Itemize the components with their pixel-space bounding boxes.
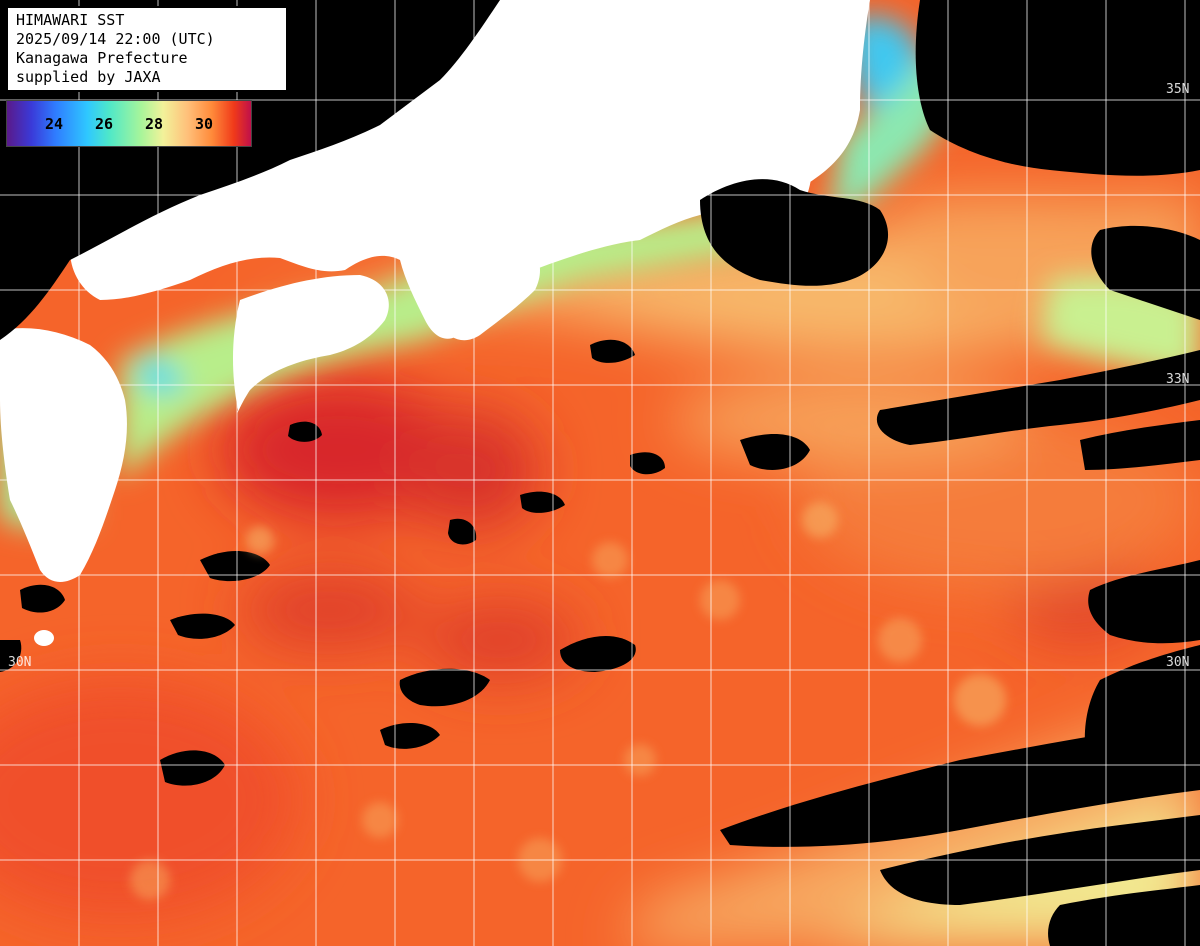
honshu [70, 0, 870, 339]
info-box: HIMAWARI SST 2025/09/14 22:00 (UTC) Kana… [6, 6, 288, 92]
shikoku [233, 275, 389, 414]
lat-label-30n-right: 30N [1166, 655, 1190, 670]
map-credit: supplied by JAXA [16, 68, 161, 86]
scale-tick-30: 30 [195, 115, 214, 133]
kii-peninsula [434, 238, 540, 341]
island [11, 418, 29, 442]
scale-tick-24: 24 [45, 115, 64, 133]
kyushu [0, 328, 127, 582]
lat-label-33n: 33N [1166, 372, 1190, 387]
sst-speckle-texture [130, 502, 1006, 900]
island [484, 161, 496, 189]
scale-tick-26: 26 [95, 115, 114, 133]
scale-tick-28: 28 [145, 115, 164, 133]
map-agency: Kanagawa Prefecture [16, 49, 188, 67]
lat-label-30n-left: 30N [8, 655, 32, 670]
map-title: HIMAWARI SST [16, 11, 125, 29]
island [34, 630, 54, 646]
temperature-color-scale: 24 26 28 30 [6, 100, 252, 147]
lat-label-35n: 35N [1166, 82, 1190, 97]
map-datetime: 2025/09/14 22:00 (UTC) [16, 30, 215, 48]
